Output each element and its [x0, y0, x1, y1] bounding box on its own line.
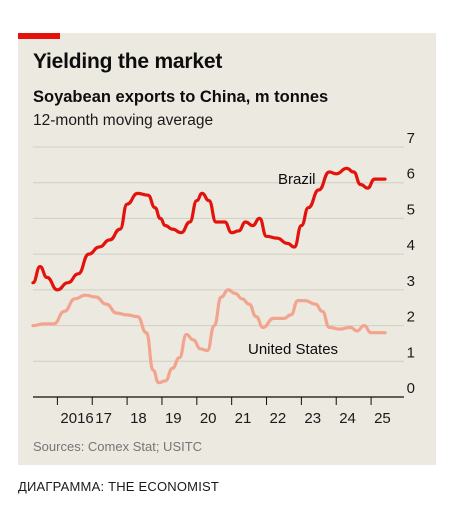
y-tick-label: 4: [407, 237, 415, 254]
y-tick-label: 6: [407, 166, 415, 183]
x-tick-label: 22: [270, 410, 287, 427]
x-tick-label: 23: [304, 410, 321, 427]
x-tick-label: 17: [95, 410, 112, 427]
x-tick-label: 18: [130, 410, 147, 427]
united-states-label: United States: [248, 341, 338, 358]
x-tick-label: 25: [374, 410, 391, 427]
chart-source: Sources: Comex Stat; USITC: [33, 439, 203, 454]
brazil-label: Brazil: [278, 171, 316, 188]
grid-lines: [33, 146, 404, 398]
united-states-series-line: [31, 288, 387, 385]
y-tick-label: 3: [407, 273, 415, 290]
accent-bar: [18, 33, 60, 39]
y-tick-label: 5: [407, 201, 415, 218]
x-tick-label: 21: [235, 410, 252, 427]
brazil-series-line: [31, 166, 387, 292]
chart-card: [18, 33, 436, 465]
chart-title: Yielding the market: [33, 50, 223, 73]
x-tick-label: 24: [339, 410, 356, 427]
y-tick-label: 0: [407, 380, 415, 397]
chart-note: 12-month moving average: [33, 112, 214, 129]
series-lines: [31, 166, 387, 385]
x-tick-label: 20: [200, 410, 217, 427]
chart-credit: ДИАГРАММА: THE ECONOMIST: [18, 479, 220, 494]
y-tick-label: 2: [407, 309, 415, 326]
y-axis-ticks: 0 1 2 3 4 5 6 7: [407, 130, 415, 397]
y-tick-label: 1: [407, 344, 415, 361]
x-tick-label: 2016: [60, 410, 93, 427]
chart-subtitle: Soyabean exports to China, m tonnes: [33, 88, 329, 106]
x-axis-ticks: 2016 17 18 19 20 21 22 23 24 25: [56, 397, 391, 427]
x-tick-label: 19: [165, 410, 182, 427]
y-tick-label: 7: [407, 130, 415, 147]
